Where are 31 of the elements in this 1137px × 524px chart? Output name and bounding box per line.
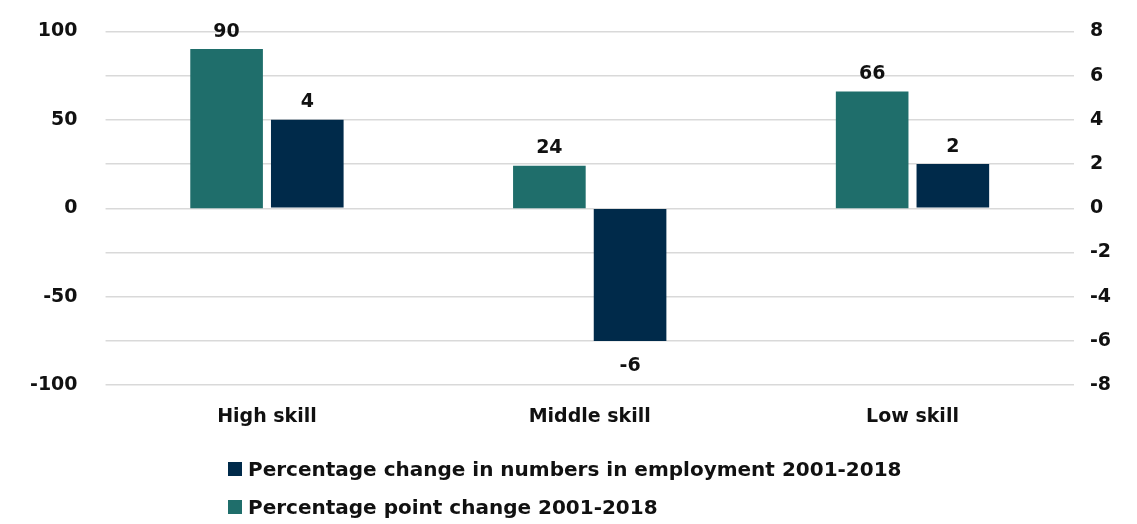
y2-tick-label: -8 — [1089, 372, 1111, 395]
y-tick-label: -50 — [43, 283, 78, 306]
y-tick-label: 100 — [37, 18, 78, 41]
y-tick-label: 0 — [64, 195, 78, 218]
y2-tick-label: 0 — [1089, 195, 1104, 218]
data-label: 2 — [946, 133, 960, 156]
bar — [270, 119, 344, 208]
bar — [513, 165, 586, 209]
data-label: 66 — [858, 60, 886, 83]
y-tick-label: 50 — [51, 106, 78, 129]
y2-tick-label: -2 — [1089, 239, 1111, 262]
bar — [835, 91, 909, 209]
x-tick-label: High skill — [217, 403, 317, 426]
y-tick-label: -100 — [30, 372, 78, 395]
data-label: 90 — [213, 18, 240, 41]
y2-tick-label: 4 — [1089, 106, 1104, 129]
y2-tick-label: 6 — [1089, 62, 1104, 85]
y2-tick-label: 2 — [1089, 151, 1104, 174]
bar — [593, 209, 667, 341]
x-tick-label: Low skill — [866, 403, 959, 426]
bar — [190, 49, 263, 209]
bar — [916, 164, 990, 208]
legend-label: Percentage change in numbers in employment 2001-2018 — [248, 457, 902, 481]
data-label: 24 — [536, 135, 563, 158]
y2-tick-label: -4 — [1089, 283, 1111, 306]
x-tick-label: Middle skill — [528, 403, 651, 426]
y2-tick-label: -6 — [1089, 327, 1111, 350]
data-label: 4 — [300, 89, 314, 112]
legend-label: Percentage point change 2001-2018 — [248, 495, 658, 519]
y2-tick-label: 8 — [1089, 18, 1104, 41]
data-label: -6 — [619, 353, 641, 376]
